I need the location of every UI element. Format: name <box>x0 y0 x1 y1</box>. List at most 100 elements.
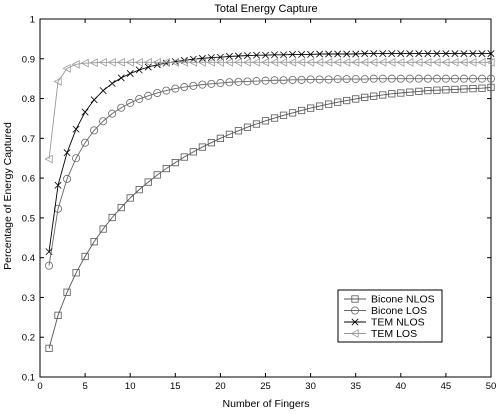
triangle-marker <box>197 57 206 67</box>
x-marker <box>307 50 315 58</box>
triangle-marker <box>459 57 468 67</box>
x-marker <box>72 125 80 133</box>
circle-marker <box>342 75 351 84</box>
circle-marker <box>396 74 405 83</box>
circle-marker <box>180 83 189 92</box>
circle-marker <box>72 154 81 163</box>
triangle-marker <box>350 329 359 338</box>
triangle-marker <box>306 57 315 67</box>
x-marker <box>252 51 260 59</box>
circle-marker <box>225 78 234 87</box>
square-marker <box>306 104 315 112</box>
circle-marker <box>387 74 396 83</box>
x-marker <box>379 50 387 58</box>
x-marker <box>289 50 297 58</box>
circle-marker <box>135 94 144 103</box>
series-bicone-nlos <box>45 83 495 352</box>
square-marker <box>234 127 243 135</box>
x-marker <box>207 54 215 62</box>
square-marker <box>451 85 459 94</box>
square-marker <box>189 148 197 156</box>
circle-marker <box>234 77 243 86</box>
triangle-marker <box>80 58 89 68</box>
y-tick-label: 0.1 <box>22 373 35 384</box>
y-tick-label: 0.3 <box>22 293 35 304</box>
square-marker <box>297 106 306 115</box>
triangle-marker <box>53 77 62 86</box>
triangle-marker <box>423 57 432 67</box>
circle-marker <box>108 109 117 118</box>
square-marker <box>162 164 170 173</box>
triangle-marker <box>315 57 324 67</box>
y-tick-label: 0.9 <box>22 54 35 65</box>
x-marker <box>424 50 432 58</box>
square-marker <box>460 85 468 93</box>
x-marker <box>63 149 71 157</box>
circle-marker <box>432 74 441 83</box>
legend-label: Bicone NLOS <box>371 294 435 306</box>
x-marker <box>316 50 324 58</box>
series-tem-nlos <box>45 50 495 256</box>
circle-marker <box>144 91 153 100</box>
x-marker <box>388 50 396 58</box>
triangle-marker <box>432 57 441 67</box>
triangle-marker <box>441 57 450 67</box>
triangle-marker <box>116 57 125 67</box>
x-tick-label: 25 <box>260 381 271 392</box>
y-axis-label: Percentage of Energy Captured <box>2 122 14 270</box>
series-tem-los <box>44 57 495 164</box>
series-bicone-los <box>45 74 495 270</box>
triangle-marker <box>215 57 224 67</box>
square-marker <box>406 88 414 96</box>
legend-label: TEM LOS <box>371 328 417 340</box>
triangle-marker <box>260 57 270 67</box>
y-tick-label: 0.5 <box>22 213 35 224</box>
triangle-marker <box>44 154 53 164</box>
circle-marker <box>117 103 126 112</box>
series-line <box>48 86 492 349</box>
circle-marker <box>63 174 72 183</box>
square-marker <box>469 85 477 93</box>
x-marker <box>415 50 423 58</box>
square-marker <box>90 238 98 246</box>
circle-marker <box>216 79 225 88</box>
triangle-marker <box>170 57 179 67</box>
circle-marker <box>81 138 90 147</box>
x-tick-label: 10 <box>125 381 136 392</box>
square-marker <box>343 96 351 105</box>
square-marker <box>171 158 179 167</box>
triangle-marker <box>378 57 387 67</box>
circle-marker <box>171 84 180 93</box>
square-marker <box>54 311 62 319</box>
square-marker <box>99 225 107 233</box>
circle-marker <box>126 98 135 107</box>
circle-marker <box>405 74 414 83</box>
x-marker <box>108 79 116 87</box>
square-marker <box>397 89 405 97</box>
triangle-marker <box>278 57 288 67</box>
x-marker <box>126 70 134 77</box>
x-tick-label: 0 <box>37 381 42 392</box>
square-marker <box>108 213 116 222</box>
square-marker <box>424 87 432 95</box>
square-marker <box>117 203 125 212</box>
x-marker <box>243 52 251 60</box>
legend-entry: TEM NLOS <box>344 317 425 329</box>
circle-marker <box>270 76 279 85</box>
triangle-marker <box>269 57 279 67</box>
square-marker <box>270 114 279 122</box>
x-marker <box>271 51 279 59</box>
square-marker <box>81 252 89 261</box>
circle-marker <box>450 74 459 83</box>
triangle-marker <box>179 57 188 67</box>
circle-marker <box>288 75 297 84</box>
x-marker <box>198 54 206 62</box>
circle-marker <box>486 74 495 83</box>
x-marker <box>144 63 152 71</box>
triangle-marker <box>233 57 243 67</box>
x-tick-label: 30 <box>305 381 316 392</box>
y-tick-label: 0.2 <box>22 333 35 344</box>
x-tick-label: 45 <box>441 381 452 392</box>
series-line <box>48 53 491 252</box>
